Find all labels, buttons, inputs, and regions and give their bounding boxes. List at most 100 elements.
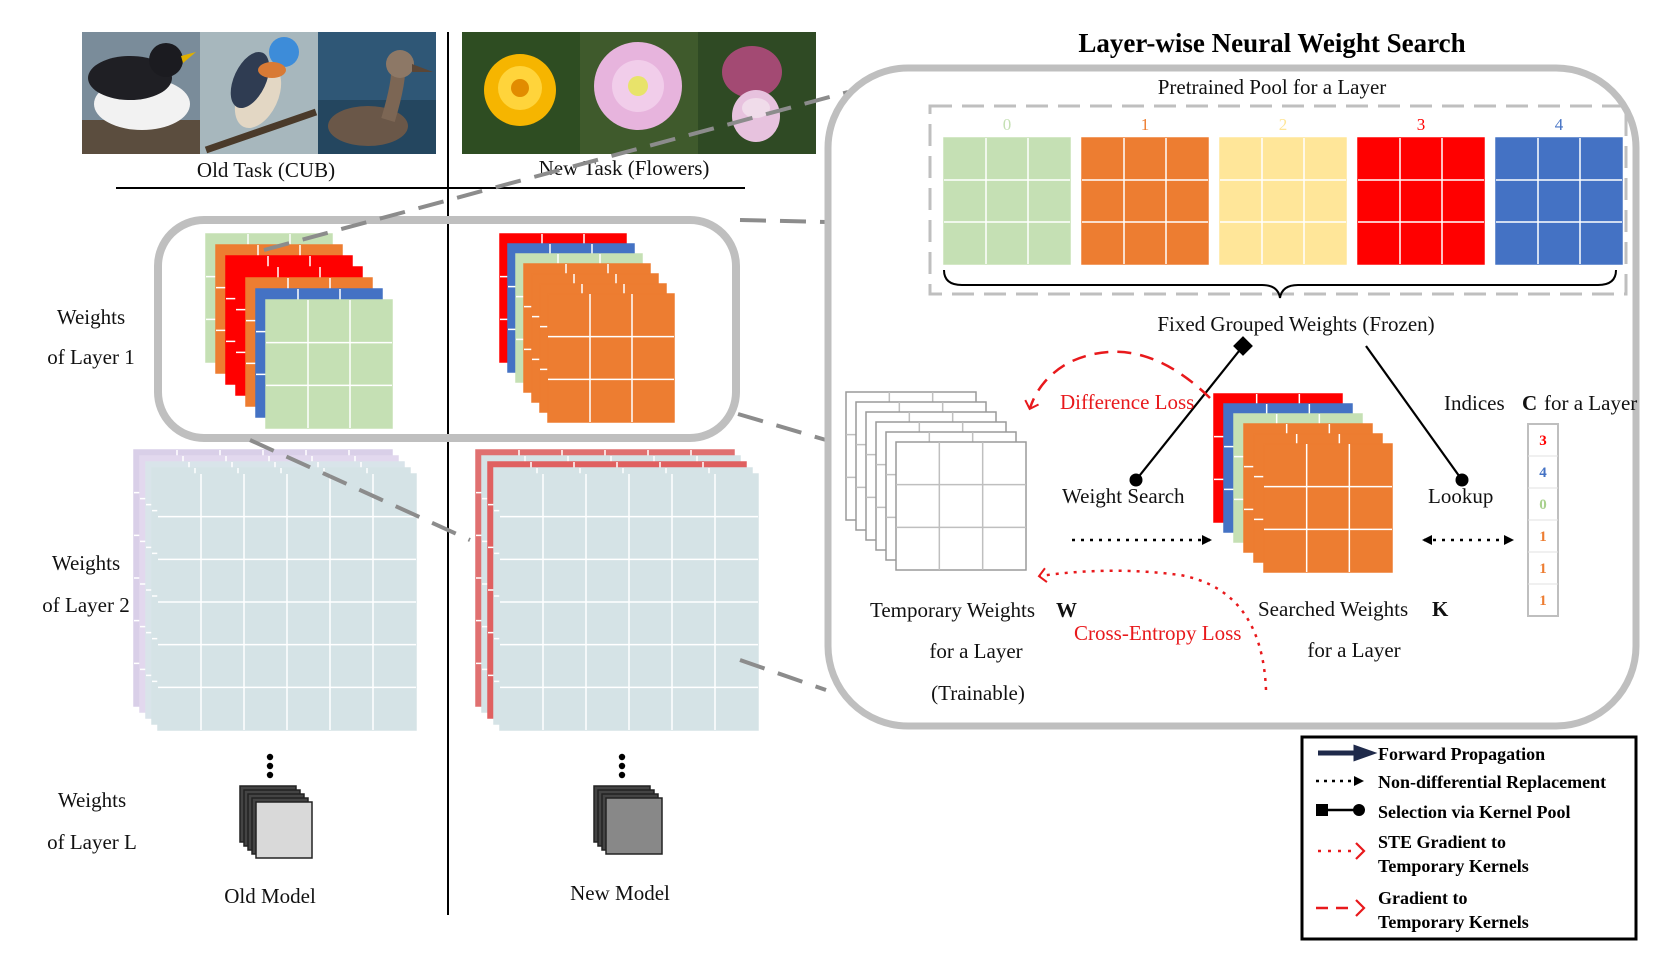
legend-forward-propagation: Forward Propagation bbox=[1318, 744, 1545, 764]
svg-text:Weights: Weights bbox=[57, 305, 125, 329]
pool-brace bbox=[943, 269, 1617, 299]
index-cell: 0 bbox=[1539, 497, 1547, 513]
pool-group-1: 1 bbox=[1081, 115, 1209, 265]
stack-layer bbox=[157, 473, 417, 731]
svg-text:Indices: Indices bbox=[1444, 391, 1505, 415]
pool-group-index: 0 bbox=[1003, 115, 1012, 134]
bird-photo-2 bbox=[200, 32, 318, 154]
svg-text:of Layer 2: of Layer 2 bbox=[42, 593, 129, 617]
new-ellipsis-dots bbox=[618, 753, 626, 779]
stack-layer bbox=[547, 293, 675, 423]
bird-photo-1 bbox=[82, 32, 200, 154]
svg-text:STE Gradient to: STE Gradient to bbox=[1378, 832, 1506, 852]
svg-text:Searched Weights: Searched Weights bbox=[1258, 597, 1408, 621]
new-model-label: New Model bbox=[570, 881, 670, 905]
svg-text:for a Layer: for a Layer bbox=[929, 639, 1022, 663]
svg-text:C: C bbox=[1522, 391, 1537, 415]
selection-lines bbox=[1129, 336, 1469, 487]
svg-text:Selection via Kernel Pool: Selection via Kernel Pool bbox=[1378, 802, 1570, 822]
legend-selection-kernel-pool: Selection via Kernel Pool bbox=[1316, 802, 1570, 822]
index-cell: 4 bbox=[1539, 465, 1547, 481]
svg-text:Weights: Weights bbox=[58, 788, 126, 812]
new-layer1-weights bbox=[499, 233, 675, 423]
searched-weights-stack bbox=[1213, 393, 1393, 573]
lookup-label: Lookup bbox=[1428, 484, 1493, 508]
bird-photos bbox=[82, 32, 436, 154]
svg-text:for a Layer: for a Layer bbox=[1307, 638, 1400, 662]
new-layerL-weights bbox=[593, 785, 663, 855]
pool-groups: 0 1 2 3 4 bbox=[943, 115, 1623, 265]
index-cell: 1 bbox=[1539, 593, 1547, 609]
svg-text:Gradient to: Gradient to bbox=[1378, 888, 1468, 908]
temporary-weights-stack bbox=[845, 391, 1027, 571]
old-ellipsis-dots bbox=[266, 753, 274, 779]
pool-group-index: 4 bbox=[1555, 115, 1564, 134]
old-layer2-weights bbox=[133, 449, 417, 731]
new-layer2-weights bbox=[475, 449, 759, 731]
difference-loss-label: Difference Loss bbox=[1060, 390, 1194, 414]
svg-text:W: W bbox=[1056, 598, 1077, 622]
svg-text:Non-differential Replacement: Non-differential Replacement bbox=[1378, 772, 1606, 792]
flower-photos bbox=[462, 32, 816, 154]
legend-non-differential-replacement: Non-differential Replacement bbox=[1316, 772, 1606, 792]
svg-text:Temporary Kernels: Temporary Kernels bbox=[1378, 856, 1529, 876]
old-model-label: Old Model bbox=[224, 884, 316, 908]
stack-layer bbox=[499, 473, 759, 731]
layer1-label: Weights of Layer 1 bbox=[47, 305, 134, 369]
svg-text:Temporary Weights: Temporary Weights bbox=[870, 598, 1035, 622]
old-layer1-weights bbox=[205, 233, 393, 429]
layer1-highlight bbox=[154, 216, 740, 442]
layerL-label: Weights of Layer L bbox=[47, 788, 137, 854]
legend-ste-gradient: STE Gradient to Temporary Kernels bbox=[1318, 832, 1529, 876]
bird-photo-3 bbox=[318, 32, 436, 154]
stack-layer bbox=[255, 801, 313, 859]
layer2-label: Weights of Layer 2 bbox=[42, 551, 129, 617]
pool-group-3: 3 bbox=[1357, 115, 1485, 265]
pool-group-2: 2 bbox=[1219, 115, 1347, 265]
indices-label: Indices C for a Layer bbox=[1444, 391, 1637, 415]
difference-loss-arrow bbox=[1024, 350, 1211, 411]
flower-photo-3 bbox=[698, 32, 816, 154]
cross-entropy-label: Cross-Entropy Loss bbox=[1074, 621, 1241, 645]
new-task-label: New Task (Flowers) bbox=[539, 156, 710, 180]
pool-group-tile bbox=[1495, 137, 1623, 265]
weight-search-label: Weight Search bbox=[1062, 484, 1185, 508]
pool-group-index: 3 bbox=[1417, 115, 1426, 134]
svg-text:K: K bbox=[1432, 597, 1449, 621]
search-panel bbox=[824, 64, 1640, 730]
searched-weights-label: Searched Weights K for a Layer bbox=[1258, 597, 1449, 662]
legend: Forward Propagation Non-differential Rep… bbox=[1300, 735, 1638, 941]
pool-group-tile bbox=[943, 137, 1071, 265]
diagram-title: Layer-wise Neural Weight Search bbox=[1078, 28, 1465, 58]
svg-text:Forward Propagation: Forward Propagation bbox=[1378, 744, 1545, 764]
pool-group-tile bbox=[1357, 137, 1485, 265]
stack-layer bbox=[895, 441, 1027, 571]
svg-text:of Layer L: of Layer L bbox=[47, 830, 137, 854]
pool-group-tile bbox=[1219, 137, 1347, 265]
flower-photo-2 bbox=[580, 32, 698, 154]
temporary-weights-label: Temporary Weights W for a Layer (Trainab… bbox=[870, 598, 1077, 705]
pool-group-index: 1 bbox=[1141, 115, 1150, 134]
pool-label: Pretrained Pool for a Layer bbox=[1158, 75, 1387, 99]
svg-text:for a Layer: for a Layer bbox=[1544, 391, 1637, 415]
index-cell: 1 bbox=[1539, 529, 1547, 545]
pool-group-index: 2 bbox=[1279, 115, 1288, 134]
zoom-connectors bbox=[249, 90, 849, 692]
index-cell: 1 bbox=[1539, 561, 1547, 577]
stack-layer bbox=[1263, 443, 1393, 573]
pool-group-0: 0 bbox=[943, 115, 1071, 265]
svg-text:Temporary Kernels: Temporary Kernels bbox=[1378, 912, 1529, 932]
pool-group-4: 4 bbox=[1495, 115, 1623, 265]
indices-column: 3 4 0 1 1 1 bbox=[1527, 423, 1559, 617]
old-task-label: Old Task (CUB) bbox=[197, 158, 335, 182]
old-layerL-weights bbox=[239, 785, 313, 859]
stack-layer bbox=[605, 797, 663, 855]
svg-text:Weights: Weights bbox=[52, 551, 120, 575]
legend-gradient-temporary: Gradient to Temporary Kernels bbox=[1316, 888, 1529, 932]
flower-photo-1 bbox=[462, 32, 580, 154]
svg-text:(Trainable): (Trainable) bbox=[931, 681, 1025, 705]
svg-text:of Layer 1: of Layer 1 bbox=[47, 345, 134, 369]
stack-layer bbox=[265, 299, 393, 429]
index-cell: 3 bbox=[1539, 433, 1547, 449]
